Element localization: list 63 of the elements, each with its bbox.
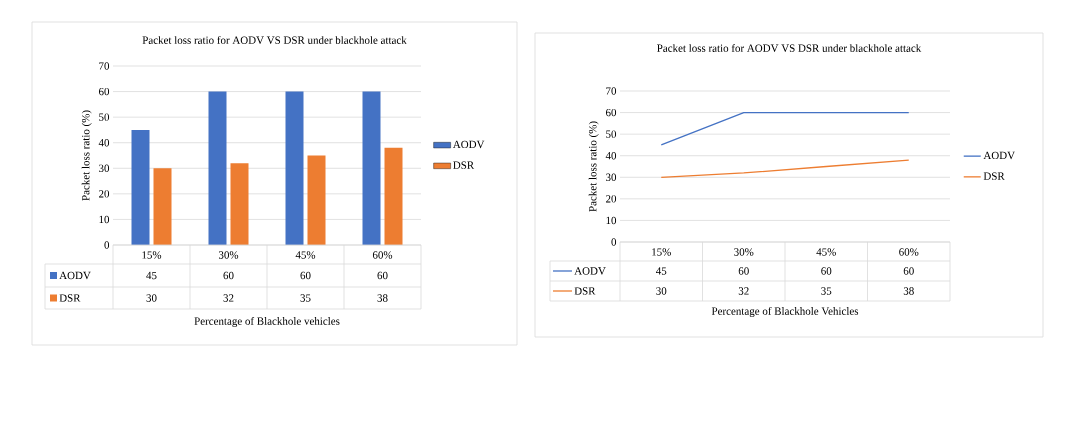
y-tick-label: 10 (99, 215, 110, 224)
text: DSR (59, 294, 81, 302)
text: AODV (452, 140, 485, 149)
y-tick-label: 0 (611, 238, 617, 246)
data-label: 32 (223, 294, 234, 302)
x-axis-title: Percentage of Blackhole vehicles (194, 316, 340, 328)
data-label: 35 (300, 294, 311, 302)
y-tick-label: 40 (98, 139, 110, 147)
data-label: 38 (377, 294, 388, 302)
bar (153, 168, 172, 245)
data-label: 45 (656, 267, 667, 275)
x-tick-label: 45% (816, 248, 836, 256)
bar (131, 129, 150, 245)
x-tick-label: 45% (295, 251, 316, 259)
text: AODV (574, 267, 606, 275)
y-axis-title: Packet loss ratio (%) (81, 110, 92, 201)
bar (285, 91, 304, 245)
bar (230, 163, 249, 245)
y-tick-label: 40 (605, 152, 617, 160)
chart-title: Packet loss ratio for AODV VS DSR under blackhole attack (657, 44, 922, 52)
data-label: 60 (300, 271, 311, 280)
y-tick-label: 60 (98, 87, 110, 96)
bar (384, 147, 403, 245)
legend-label: DSR (453, 161, 475, 169)
data-label: 30 (656, 287, 667, 295)
x-tick-label: 15% (652, 248, 671, 256)
legend-label: AODV (59, 271, 91, 280)
y-axis-title: Packet loss ratio (%) (588, 121, 599, 212)
y-tick-label: 60 (606, 108, 617, 117)
x-tick-label: 15% (142, 251, 162, 259)
y-tick-label: 30 (606, 173, 617, 181)
data-label: 60 (738, 267, 749, 275)
data-label: 35 (821, 287, 832, 295)
chart-title: Packet loss ratio for AODV VS DSR under blackhole attack (142, 36, 407, 44)
data-label: 60 (821, 267, 832, 275)
x-tick-label: 30% (218, 251, 239, 259)
y-tick-label: 50 (606, 130, 617, 138)
line-series (660, 159, 910, 178)
data-label: 45 (146, 271, 157, 280)
bar (307, 155, 326, 245)
data-label: 60 (377, 271, 388, 280)
y-tick-label: 10 (606, 216, 617, 225)
legend-label: DSR (983, 172, 1005, 180)
y-tick-label: 30 (99, 164, 110, 172)
x-tick-label: 60% (372, 251, 393, 259)
data-label: 30 (146, 294, 157, 302)
data-label: 60 (223, 271, 234, 280)
data-label: 60 (903, 267, 914, 275)
y-tick-label: 70 (606, 87, 617, 95)
x-axis-title: Percentage of Blackhole Vehicles (711, 306, 859, 318)
x-tick-label: 30% (734, 248, 754, 256)
data-label: 32 (738, 287, 749, 295)
y-tick-label: 20 (606, 195, 617, 203)
legend-label: AODV (983, 151, 1015, 160)
x-tick-label: 60% (899, 248, 919, 256)
y-tick-label: 50 (99, 113, 110, 121)
text: DSR (574, 287, 596, 295)
y-tick-label: 20 (99, 190, 110, 198)
y-tick-label: 0 (104, 241, 110, 249)
bar (362, 91, 381, 245)
data-label: 38 (903, 287, 914, 295)
bar (208, 91, 227, 245)
y-tick-label: 70 (99, 62, 110, 70)
